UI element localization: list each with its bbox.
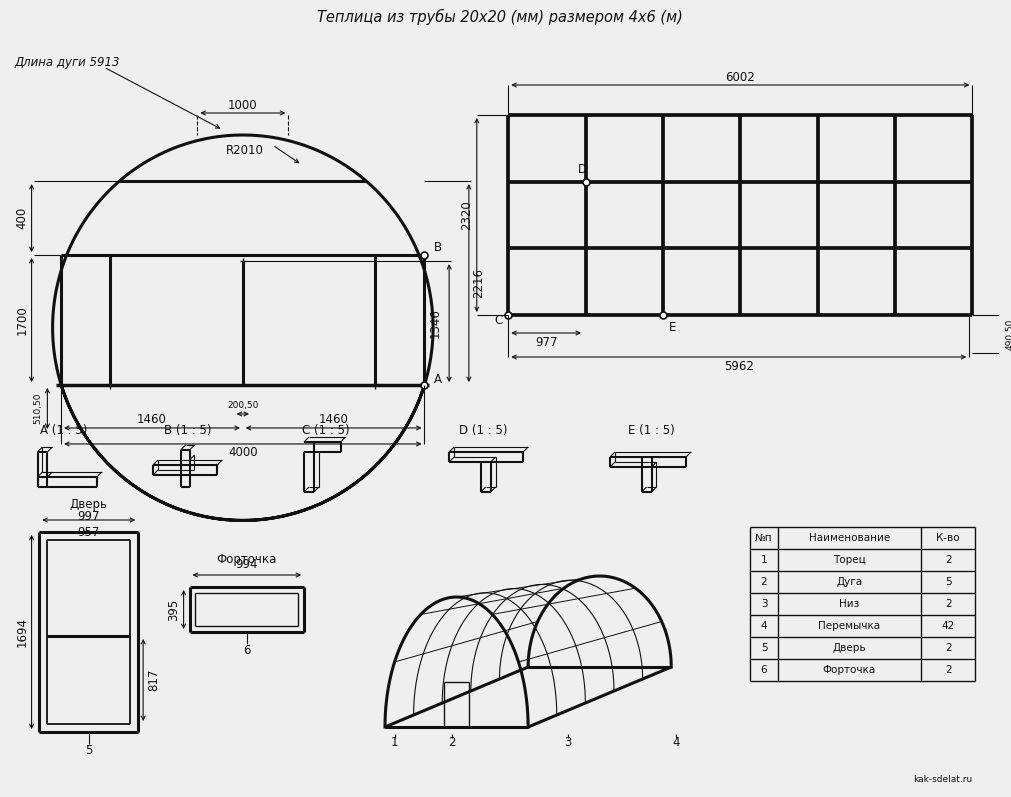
Text: 5962: 5962 [723, 359, 753, 372]
Text: 5: 5 [944, 577, 950, 587]
Text: 6002: 6002 [725, 70, 754, 84]
Text: 1: 1 [760, 555, 766, 565]
Text: R2010: R2010 [225, 143, 264, 156]
Text: 817: 817 [148, 669, 161, 691]
Text: 2320: 2320 [460, 200, 473, 230]
Text: 997: 997 [78, 509, 100, 523]
Text: C: C [494, 313, 502, 327]
Text: 1346: 1346 [428, 308, 441, 338]
Text: 2: 2 [944, 599, 950, 609]
Text: 1700: 1700 [15, 305, 28, 335]
Text: B: B [434, 241, 442, 253]
Text: С (1 : 5): С (1 : 5) [301, 423, 349, 437]
Text: Форточка: Форточка [216, 552, 277, 566]
Text: 400: 400 [15, 207, 28, 230]
Text: 2: 2 [944, 643, 950, 653]
Text: 3: 3 [563, 736, 571, 748]
Text: 200,50: 200,50 [226, 402, 258, 410]
Text: 6: 6 [243, 643, 251, 657]
Text: 977: 977 [535, 336, 557, 348]
Text: 6: 6 [760, 665, 766, 675]
Text: 2: 2 [448, 736, 455, 748]
Text: №п: №п [754, 533, 772, 543]
Text: А (1 : 5): А (1 : 5) [40, 423, 88, 437]
Text: D (1 : 5): D (1 : 5) [459, 423, 508, 437]
Text: 4000: 4000 [227, 446, 258, 459]
Text: 957: 957 [78, 525, 100, 539]
Text: E: E [668, 320, 675, 333]
Text: 3: 3 [760, 599, 766, 609]
Text: 2: 2 [944, 665, 950, 675]
Text: Дверь: Дверь [832, 643, 865, 653]
Text: 2216: 2216 [472, 268, 485, 298]
Text: Перемычка: Перемычка [818, 621, 880, 631]
Text: 1: 1 [390, 736, 398, 748]
Text: kak-sdelat.ru: kak-sdelat.ru [912, 775, 972, 783]
Text: Низ: Низ [838, 599, 858, 609]
Text: 1694: 1694 [15, 617, 28, 647]
Text: Е (1 : 5): Е (1 : 5) [628, 423, 674, 437]
Text: Торец: Торец [832, 555, 865, 565]
Text: 2: 2 [944, 555, 950, 565]
Text: A: A [434, 372, 442, 386]
Text: 4: 4 [760, 621, 766, 631]
Text: Дверь: Дверь [70, 497, 108, 511]
Text: Длина дуги 5913: Длина дуги 5913 [15, 56, 120, 69]
Text: Теплица из трубы 20х20 (мм) размером 4х6 (м): Теплица из трубы 20х20 (мм) размером 4х6… [316, 9, 681, 25]
Text: 1460: 1460 [318, 414, 348, 426]
Text: D: D [577, 163, 586, 176]
Text: Дуга: Дуга [835, 577, 861, 587]
Text: 4: 4 [671, 736, 679, 748]
Text: Наименование: Наименование [808, 533, 889, 543]
Text: 5: 5 [85, 744, 92, 756]
Text: 42: 42 [940, 621, 953, 631]
Text: 5: 5 [760, 643, 766, 653]
Text: 490,50: 490,50 [1004, 319, 1011, 350]
Text: К-во: К-во [935, 533, 959, 543]
Text: 510,50: 510,50 [33, 393, 42, 424]
Text: 395: 395 [167, 599, 180, 621]
Text: 1460: 1460 [136, 414, 167, 426]
Text: 1000: 1000 [227, 99, 258, 112]
Text: 994: 994 [236, 559, 258, 571]
Text: Форточка: Форточка [822, 665, 876, 675]
Text: 2: 2 [760, 577, 766, 587]
Text: В (1 : 5): В (1 : 5) [164, 423, 211, 437]
